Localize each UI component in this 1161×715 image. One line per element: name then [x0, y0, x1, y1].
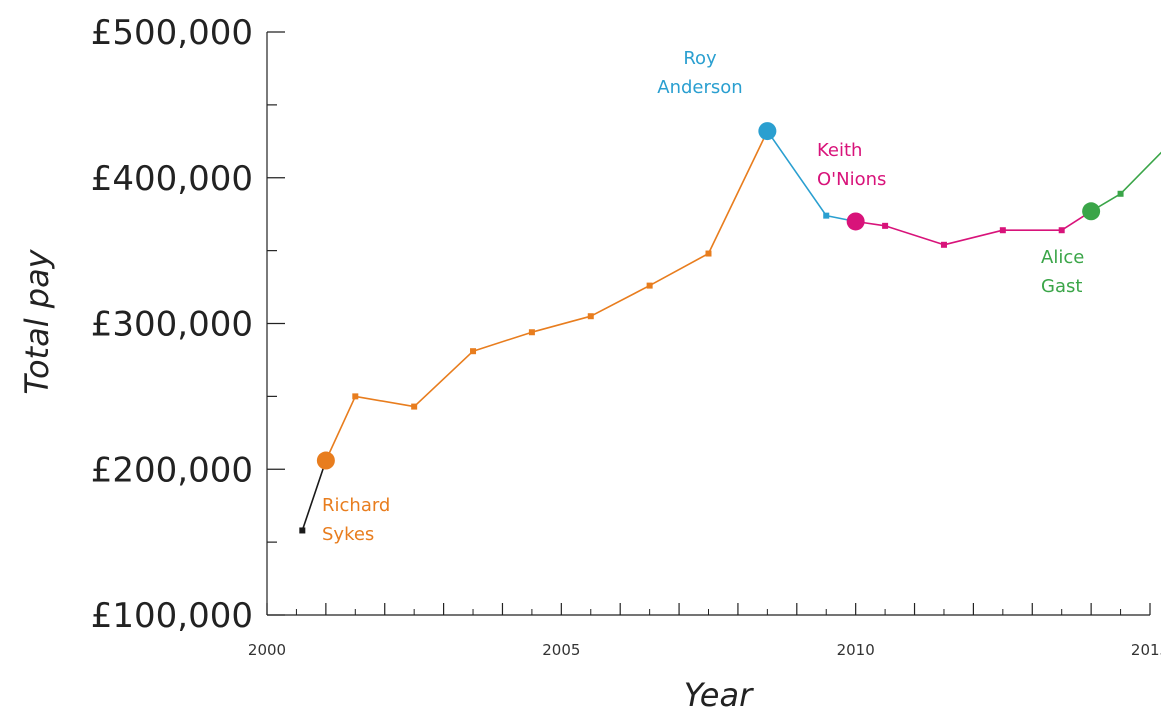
- y-tick-label: £100,000: [91, 596, 253, 636]
- data-point: [299, 527, 306, 534]
- data-point: [940, 241, 947, 248]
- data-point: [823, 212, 830, 219]
- annotation-layer: Richard Sykes Roy Anderson Keith O'Nions Alice…: [322, 48, 1084, 545]
- series-line: [1090, 151, 1161, 212]
- y-tick-label: £500,000: [91, 13, 253, 53]
- x-axis-title: Year: [684, 676, 754, 714]
- leader-change-marker: [846, 212, 865, 231]
- leader-annotation-line: Richard: [322, 495, 390, 516]
- y-axis-title: Total pay: [18, 248, 56, 394]
- y-tick-label: £300,000: [91, 305, 253, 345]
- data-point: [999, 227, 1006, 234]
- data-point: [528, 329, 535, 336]
- data-point: [1058, 227, 1065, 234]
- leader-annotation: Alice Gast: [1041, 247, 1084, 297]
- leader-change-marker: [758, 122, 777, 141]
- leader-annotation-line: Alice: [1041, 247, 1084, 268]
- leader-change-marker: [1082, 202, 1101, 221]
- series-line: [325, 130, 769, 461]
- series-line: [855, 210, 1092, 246]
- y-tick-label: £200,000: [91, 450, 253, 490]
- axes: £100,000 £200,000 £300,000 £400,000 £500,000…: [91, 13, 1161, 659]
- data-point: [646, 282, 653, 289]
- leader-change-marker: [316, 451, 335, 470]
- data-point: [705, 250, 712, 257]
- leader-annotation: Keith O'Nions: [817, 140, 886, 190]
- data-point: [411, 403, 418, 410]
- x-tick-label: 2000: [248, 641, 286, 659]
- y-tick-label: £400,000: [91, 159, 253, 199]
- marker-layer: [316, 122, 1101, 470]
- leader-annotation-line: O'Nions: [817, 169, 886, 190]
- leader-annotation-line: Anderson: [657, 77, 742, 98]
- leader-annotation-line: Gast: [1041, 276, 1082, 297]
- leader-annotation-line: Sykes: [322, 524, 374, 545]
- data-point: [352, 393, 359, 400]
- series-line: [301, 460, 327, 531]
- leader-annotation: Roy Anderson: [657, 48, 742, 98]
- data-point: [470, 348, 477, 355]
- x-tick-label: 2010: [837, 641, 875, 659]
- x-tick-label: 2005: [542, 641, 580, 659]
- leader-annotation-line: Keith: [817, 140, 862, 161]
- series-layer: [299, 128, 1161, 534]
- x-tick-label: 2015: [1131, 641, 1161, 659]
- data-point: [882, 222, 889, 229]
- leader-annotation: Richard Sykes: [322, 495, 390, 545]
- data-point: [587, 313, 594, 320]
- data-point: [1117, 190, 1124, 197]
- leader-annotation-line: Roy: [683, 48, 717, 69]
